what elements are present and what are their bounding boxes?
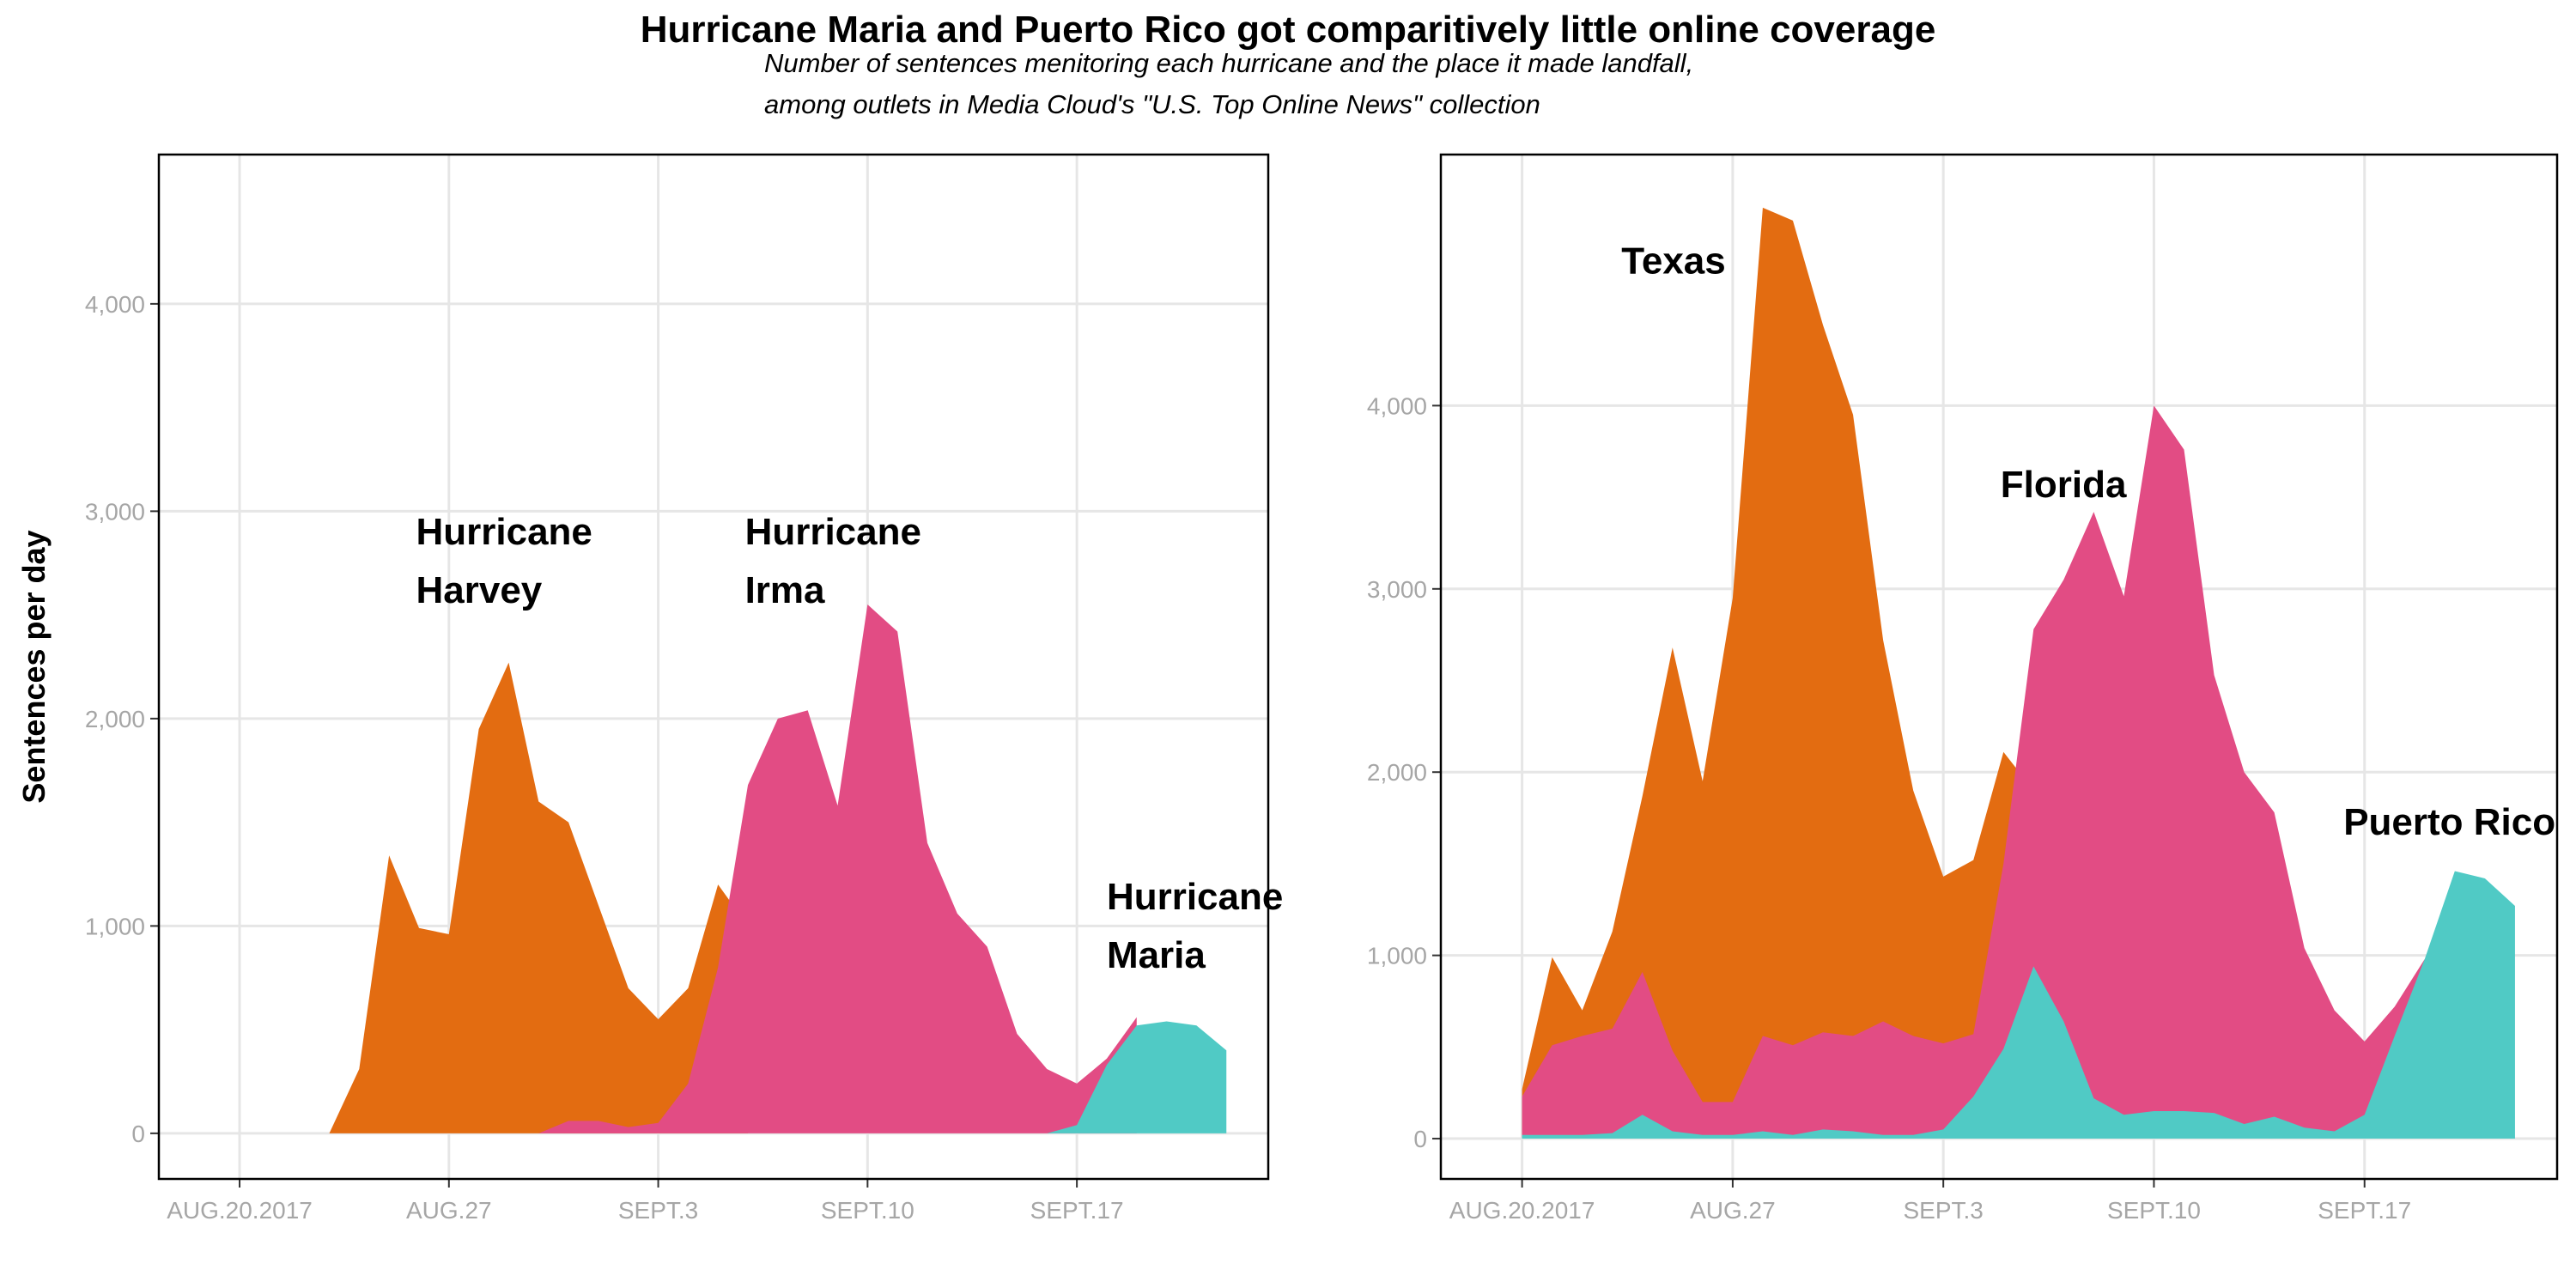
area-puerto-rico [1522,871,2515,1139]
y-tick-label: 0 [131,1121,145,1147]
area-hurricane-harvey [299,662,749,1133]
x-tick-label: SEPT.17 [2318,1197,2411,1224]
y-tick-label: 0 [1413,1126,1427,1152]
series-annotation: Hurricane [1107,876,1283,918]
area-florida [1522,405,2425,1139]
x-tick-label: SEPT.10 [2107,1197,2201,1224]
x-tick-label: SEPT.10 [821,1197,914,1224]
area-hurricane-maria [1017,1021,1227,1133]
y-tick-label: 4,000 [1367,392,1427,419]
x-tick-label: AUG.27 [1690,1197,1776,1224]
x-tick-label: AUG.27 [406,1197,492,1224]
y-tick-label: 2,000 [85,706,145,732]
y-tick-label: 1,000 [1367,943,1427,969]
area-hurricane-irma [538,605,1137,1133]
area-texas [1522,207,2034,1139]
chart-subtitle-line1: Number of sentences menitoring each hurr… [764,48,1694,78]
y-tick-label: 1,000 [85,913,145,939]
hurricane-panel: 0 1,000 2,000 3,000 4,000 AUG.20.2017 AUG.27 SE… [16,153,1283,1224]
y-tick-label: 3,000 [85,498,145,525]
series-annotation: Hurricane [416,511,592,553]
x-tick-label: AUG.20.2017 [167,1197,313,1224]
series-annotation: Hurricane [745,511,921,553]
series-annotation-line2: Maria [1107,934,1206,976]
series-annotation-line2: Irma [745,569,825,611]
x-tick-label: SEPT.17 [1030,1197,1124,1224]
series-annotation-line2: Harvey [416,569,542,611]
series-annotation: Puerto Rico [2343,801,2555,843]
landfall-location-panel: 0 1,000 2,000 3,000 4,000 AUG.20.2017 AUG.27 SE… [1367,153,2559,1224]
chart-subtitle-line2: among outlets in Media Cloud's "U.S. Top… [764,89,1540,119]
x-tick-label: AUG.20.2017 [1449,1197,1595,1224]
x-tick-label: SEPT.3 [618,1197,698,1224]
chart-title: Hurricane Maria and Puerto Rico got comp… [640,9,1936,51]
plot-frame [157,153,1270,1181]
series-annotation: Texas [1621,240,1726,283]
series-annotation: Florida [2001,464,2127,506]
y-tick-label: 2,000 [1367,759,1427,786]
y-tick-label: 3,000 [1367,576,1427,603]
y-tick-label: 4,000 [85,291,145,318]
plot-frame [1439,153,2559,1181]
x-tick-label: SEPT.3 [1903,1197,1983,1224]
y-axis-label: Sentences per day [16,530,52,803]
